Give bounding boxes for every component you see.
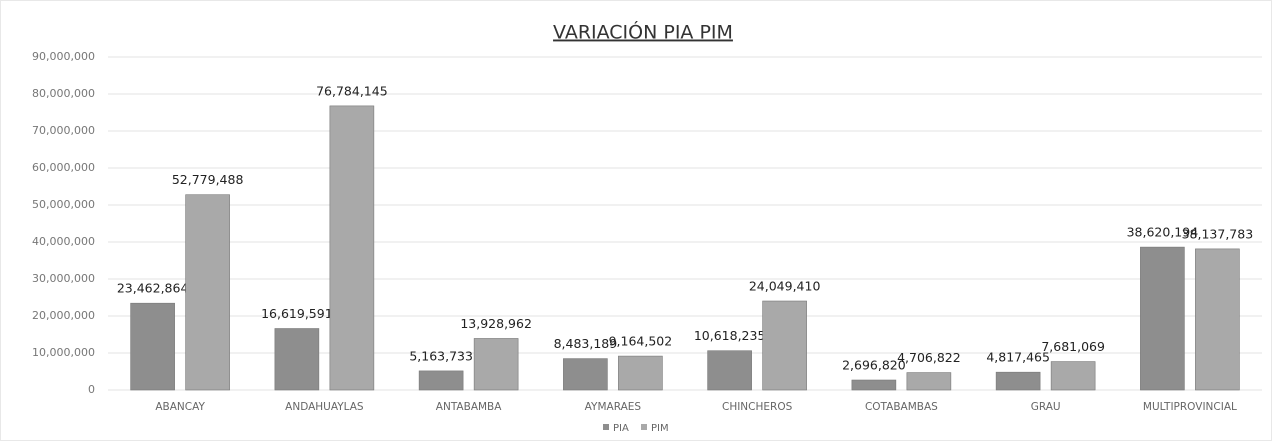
- value-label: 13,928,962: [460, 316, 532, 331]
- bar: [1050, 361, 1096, 391]
- value-label: 5,163,733: [409, 348, 473, 363]
- value-label: 24,049,410: [749, 279, 821, 294]
- bar: [563, 358, 608, 391]
- y-tick-label: 40,000,000: [32, 235, 95, 248]
- y-tick-label: 50,000,000: [32, 198, 95, 211]
- y-tick-label: 60,000,000: [32, 161, 95, 174]
- bar: [185, 194, 230, 391]
- y-tick-label: 70,000,000: [32, 124, 95, 137]
- chart-title: VARIACIÓN PIA PIM: [553, 20, 733, 44]
- y-tick-label: 80,000,000: [32, 87, 95, 100]
- bar: [995, 371, 1041, 391]
- value-label: 38,620,194: [1127, 225, 1199, 240]
- x-tick-label: ABANCAY: [155, 401, 205, 413]
- bar: [329, 105, 375, 391]
- bar: [762, 300, 807, 391]
- bar: [130, 302, 175, 391]
- y-tick-label: 90,000,000: [32, 50, 95, 63]
- value-label: 10,618,235: [694, 328, 766, 343]
- value-label: 76,784,145: [316, 83, 388, 98]
- y-tick-label: 0: [88, 383, 95, 396]
- value-label: 16,619,591: [261, 306, 333, 321]
- x-tick-label: ANDAHUAYLAS: [285, 401, 364, 413]
- x-tick-label: GRAU: [1031, 401, 1061, 413]
- legend-swatch: [641, 424, 647, 430]
- value-label: 4,817,465: [986, 350, 1050, 365]
- legend-swatch: [603, 424, 609, 430]
- bar: [418, 370, 464, 391]
- value-label: 8,483,189: [554, 336, 618, 351]
- value-label: 9,164,502: [609, 334, 673, 349]
- y-tick-label: 20,000,000: [32, 309, 95, 322]
- value-label: 4,706,822: [897, 350, 961, 365]
- x-tick-label: AYMARAES: [585, 401, 642, 413]
- bar: [1140, 246, 1185, 391]
- bar: [618, 355, 663, 391]
- value-label: 52,779,488: [172, 172, 244, 187]
- x-tick-label: ANTABAMBA: [436, 401, 502, 413]
- y-tick-label: 30,000,000: [32, 272, 95, 285]
- x-tick-label: COTABAMBAS: [865, 401, 938, 413]
- value-label: 23,462,864: [117, 281, 189, 296]
- y-tick-label: 10,000,000: [32, 346, 95, 359]
- bar: [473, 338, 519, 391]
- bar: [707, 350, 752, 391]
- x-tick-label: CHINCHEROS: [722, 401, 793, 413]
- bar: [851, 379, 897, 391]
- bar: [906, 372, 952, 391]
- legend-label: PIM: [651, 423, 669, 434]
- bar: [274, 328, 320, 391]
- value-label: 7,681,069: [1041, 339, 1105, 354]
- value-label: 38,137,783: [1182, 226, 1254, 241]
- x-tick-label: MULTIPROVINCIAL: [1143, 401, 1237, 413]
- bar: [1195, 248, 1240, 391]
- value-label: 2,696,820: [842, 358, 906, 373]
- legend-label: PIA: [613, 423, 629, 434]
